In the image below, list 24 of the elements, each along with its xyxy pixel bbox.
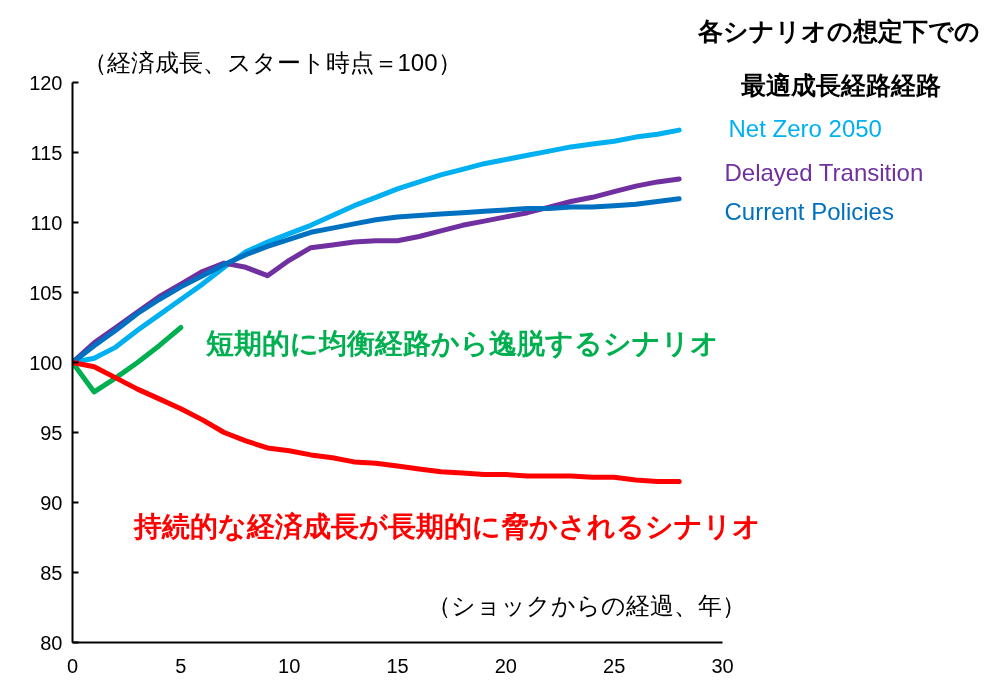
x-tick-label: 20 xyxy=(494,654,517,677)
x-tick-label: 25 xyxy=(603,654,626,677)
y-tick-label: 105 xyxy=(29,281,63,304)
y-tick-label: 80 xyxy=(40,631,63,654)
x-tick-label: 15 xyxy=(386,654,409,677)
y-axis-title: （経済成長、スタート時点＝100） xyxy=(82,49,462,76)
series-label: Delayed Transition xyxy=(724,159,924,186)
y-tick-label: 100 xyxy=(29,351,63,374)
x-tick-label: 30 xyxy=(711,654,734,677)
y-tick-label: 110 xyxy=(30,211,63,234)
series-label: Current Policies xyxy=(724,198,894,225)
series-label: 持続的な経済成長が長期的に脅かされるシナリオ xyxy=(132,511,761,542)
x-tick-label: 0 xyxy=(66,654,79,677)
y-tick-label: 95 xyxy=(40,421,63,444)
y-tick-label: 90 xyxy=(40,491,63,514)
x-tick-label: 10 xyxy=(278,654,301,677)
y-tick-label: 85 xyxy=(40,561,63,584)
legend-title: 各シナリオの想定下での最適成長経路経路 xyxy=(696,16,980,99)
x-axis-title: （ショックからの経過、年） xyxy=(426,592,746,619)
x-tick-label: 5 xyxy=(175,654,187,677)
text: Net Zero 2050 xyxy=(728,115,882,142)
y-tick-label: 115 xyxy=(30,141,63,164)
series-label: 短期的に均衡経路から逸脱するシナリオ xyxy=(204,328,719,359)
y-tick-label: 120 xyxy=(29,71,63,94)
